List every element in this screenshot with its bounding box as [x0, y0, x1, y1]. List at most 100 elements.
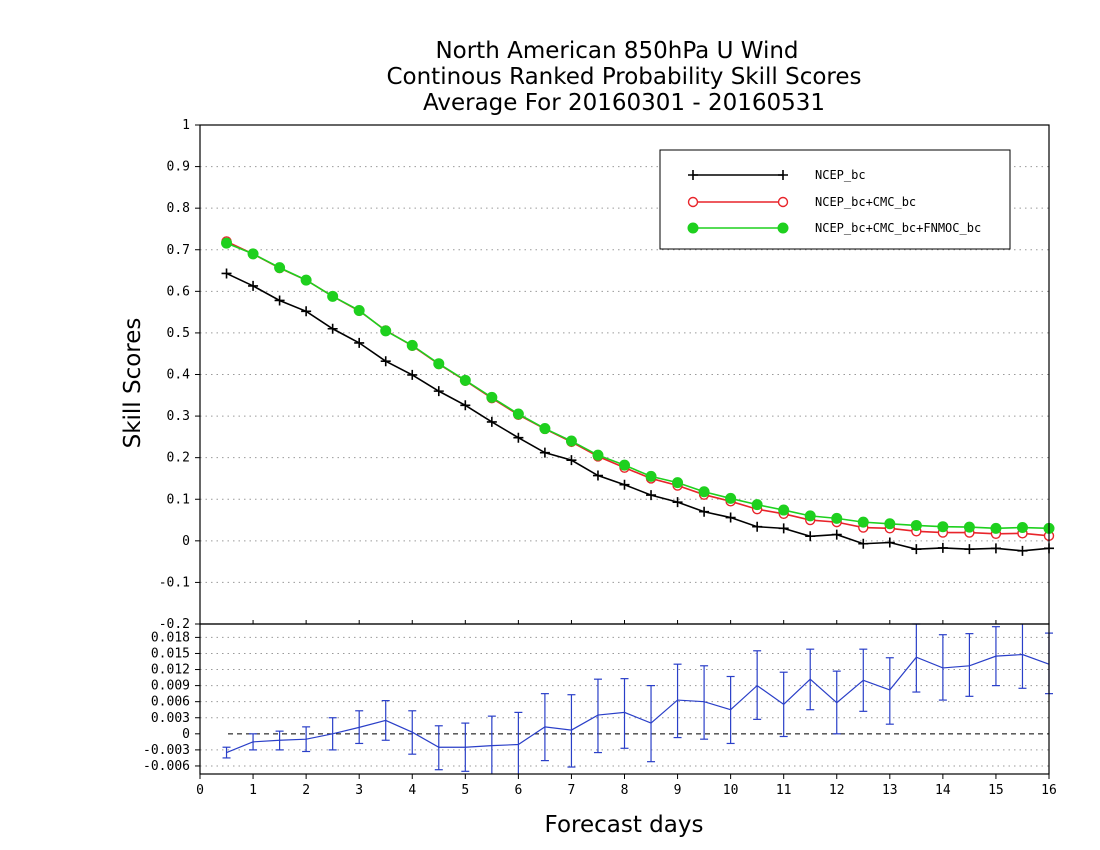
x-axis-label: Forecast days [545, 812, 704, 838]
chart-title: North American 850hPa U Wind Continous R… [386, 38, 861, 116]
series-NCEP_bc [221, 268, 1054, 556]
legend-label: NCEP_bc [815, 168, 866, 182]
data-point [751, 499, 763, 511]
data-point [964, 544, 975, 555]
data-point [937, 542, 948, 553]
error-bars [222, 623, 1053, 774]
data-point [565, 435, 577, 447]
x-tick-label: 14 [935, 783, 951, 798]
data-point [831, 529, 842, 540]
data-point [725, 492, 737, 504]
y-tick-label: 0.3 [167, 409, 190, 424]
x-tick-label: 1 [249, 783, 257, 798]
legend-marker [777, 222, 789, 234]
series-NCEP_bc+CMC_bc [221, 236, 1055, 542]
y-tick-label: 0.1 [167, 492, 190, 507]
x-tick-label: 16 [1041, 783, 1057, 798]
y-tick-label: 0.2 [167, 451, 190, 466]
data-point [1016, 522, 1028, 534]
legend-label: NCEP_bc+CMC_bc [815, 195, 916, 209]
data-point [884, 537, 895, 548]
data-point [910, 519, 922, 531]
y-tick-label: 0.009 [151, 679, 190, 694]
data-point [486, 416, 497, 427]
difference-line [226, 653, 1050, 754]
legend-marker [687, 222, 699, 234]
data-point [221, 237, 233, 249]
data-point [380, 325, 392, 337]
y-tick-label: 0.018 [151, 630, 190, 645]
data-point [300, 274, 312, 286]
data-point [539, 447, 550, 458]
y-tick-label: 0.8 [167, 201, 190, 216]
chart-title-line-1: North American 850hPa U Wind [435, 38, 798, 64]
data-point [646, 490, 657, 501]
y-tick-label: 0 [182, 727, 190, 742]
data-point [804, 510, 816, 522]
data-point [592, 449, 604, 461]
legend-marker [688, 170, 698, 180]
data-point [884, 518, 896, 530]
y-tick-label: 0.006 [151, 695, 190, 710]
data-point [247, 248, 259, 260]
data-point [805, 531, 816, 542]
x-tick-label: 3 [355, 783, 363, 798]
legend-marker [777, 196, 789, 208]
data-point [990, 543, 1001, 554]
bottom-panel-difference-series [222, 623, 1053, 774]
data-point [725, 512, 736, 523]
data-point [354, 337, 365, 348]
data-point [592, 470, 603, 481]
x-tick-label: 7 [568, 783, 576, 798]
series-line [226, 272, 1050, 552]
data-point [301, 306, 312, 317]
x-tick-label: 12 [829, 783, 845, 798]
x-tick-label: 10 [723, 783, 739, 798]
data-point [858, 538, 869, 549]
x-tick-label: 0 [196, 783, 204, 798]
data-point [433, 358, 445, 370]
x-tick-label: 8 [621, 783, 629, 798]
legend-item: NCEP_bc+CMC_bc+FNMOC_bc [687, 221, 981, 235]
data-point [513, 432, 524, 443]
data-point [274, 295, 285, 306]
x-tick-label: 4 [408, 783, 416, 798]
data-point [380, 356, 391, 367]
y-tick-label: 0 [182, 534, 190, 549]
data-point [353, 304, 365, 316]
data-point [778, 523, 789, 534]
data-point [539, 423, 551, 435]
x-tick-label: 5 [461, 783, 469, 798]
data-point [963, 521, 975, 533]
y-tick-label: 1 [182, 118, 190, 133]
data-point [645, 470, 657, 482]
data-point [407, 369, 418, 380]
x-tick-label: 9 [674, 783, 682, 798]
x-tick-label: 13 [882, 783, 898, 798]
bottom-panel-frame [199, 623, 1050, 775]
data-point [221, 268, 232, 279]
y-tick-label: -0.006 [143, 759, 190, 774]
y-tick-label: -0.1 [159, 575, 190, 590]
x-tick-label: 11 [776, 783, 792, 798]
data-point [937, 521, 949, 533]
y-tick-label: 0.7 [167, 243, 190, 258]
legend-box [659, 149, 1011, 250]
data-point [274, 262, 286, 274]
y-tick-label: -0.2 [159, 617, 190, 632]
legend-item: NCEP_bc+CMC_bc [687, 195, 916, 209]
y-tick-label: 0.4 [167, 368, 191, 383]
x-tick-label: 15 [988, 783, 1004, 798]
data-point [672, 477, 684, 489]
data-point [911, 544, 922, 555]
legend: NCEP_bc NCEP_bc+CMC_bc NCEP_bc+CMC_bc+FNMO… [659, 149, 1011, 250]
data-point [248, 280, 259, 291]
data-point [619, 459, 630, 471]
data-point [698, 486, 710, 498]
y-tick-label: 0.5 [167, 326, 190, 341]
x-axis-ticks: 0 1 2 3 4 5 6 7 8 9 10 11 12 13 14 15 16 [196, 620, 1057, 798]
data-point [406, 339, 418, 351]
data-point [619, 479, 630, 490]
data-point [327, 323, 338, 334]
top-panel-series [221, 236, 1055, 556]
